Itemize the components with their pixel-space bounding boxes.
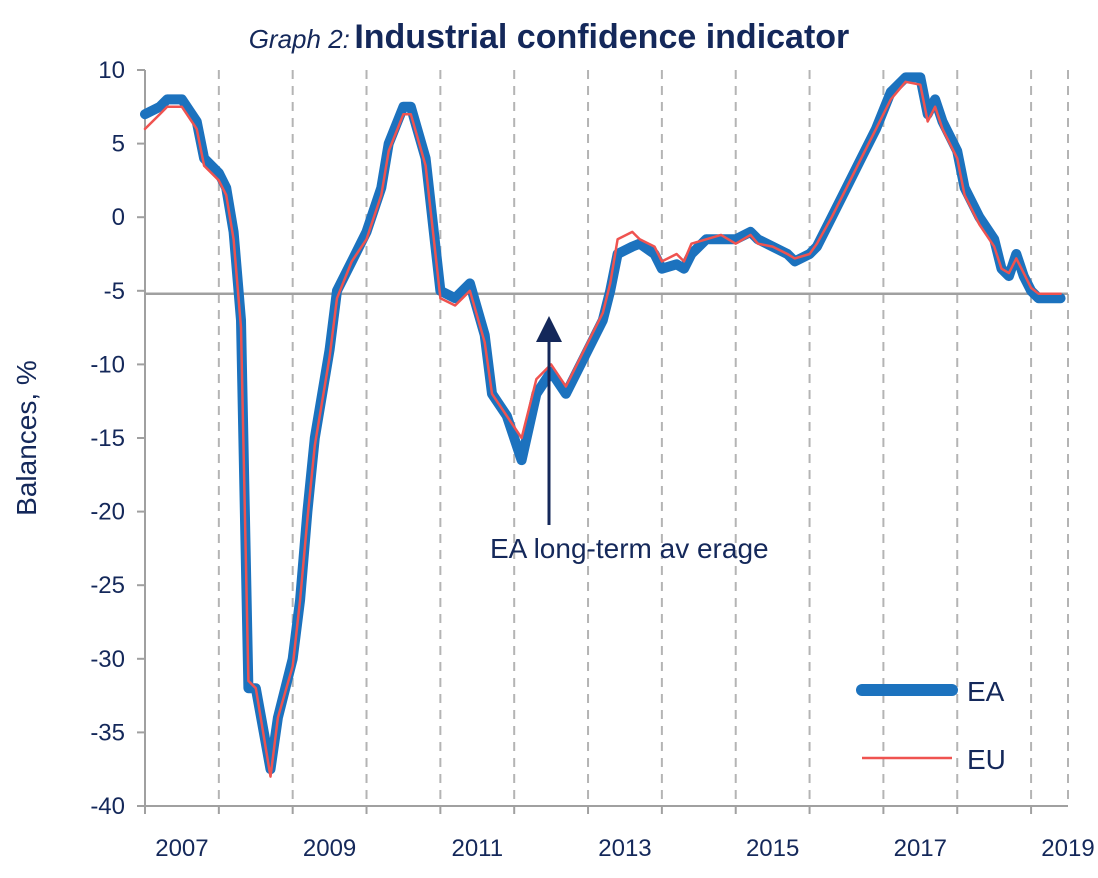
y-axis-title: Balances, %	[11, 360, 42, 516]
y-tick-label: 0	[112, 204, 125, 231]
y-tick-label: -25	[90, 572, 125, 599]
y-tick-label: -5	[104, 278, 125, 305]
x-tick-label: 2019	[1041, 835, 1094, 862]
grid-layer	[217, 70, 1069, 806]
y-tick-label: -15	[90, 425, 125, 452]
series-layer	[140, 72, 1066, 778]
y-tick-label: 5	[112, 131, 125, 158]
y-tick-label: 10	[98, 57, 125, 84]
legend-label-ea: EA	[967, 676, 1005, 707]
series-line-eu	[143, 80, 1062, 778]
x-tick-label: 2011	[451, 835, 503, 862]
x-tick-label: 2009	[303, 835, 356, 862]
x-tick-label: 2007	[155, 835, 208, 862]
title-main: Industrial confidence indicator	[354, 18, 850, 56]
y-tick-label: -30	[90, 646, 125, 673]
series-line-ea	[140, 72, 1066, 775]
y-tick-label: -10	[90, 351, 125, 378]
annotation-arrow-head	[536, 316, 562, 342]
legend-layer: EA EU	[856, 676, 1006, 775]
annotation-label: EA long-term av erage	[490, 533, 769, 564]
chart-title: Graph 2: Industrial confidence indicator	[0, 18, 1098, 57]
annotation-layer: EA long-term av erage	[490, 316, 769, 564]
legend-label-eu: EU	[967, 744, 1006, 775]
y-tick-label: -20	[90, 499, 125, 526]
x-tick-label: 2013	[598, 835, 651, 862]
title-prefix: Graph 2:	[248, 24, 350, 54]
y-tick-label: -40	[90, 793, 125, 820]
y-tick-label: -35	[90, 719, 125, 746]
x-tick-label: 2015	[746, 835, 799, 862]
axis-layer: 10 5 0 -5 -10 -15 -20 -25 -30 -35 -40 2007 2009 2011 2…	[11, 57, 1095, 862]
x-tick-label: 2017	[894, 835, 947, 862]
